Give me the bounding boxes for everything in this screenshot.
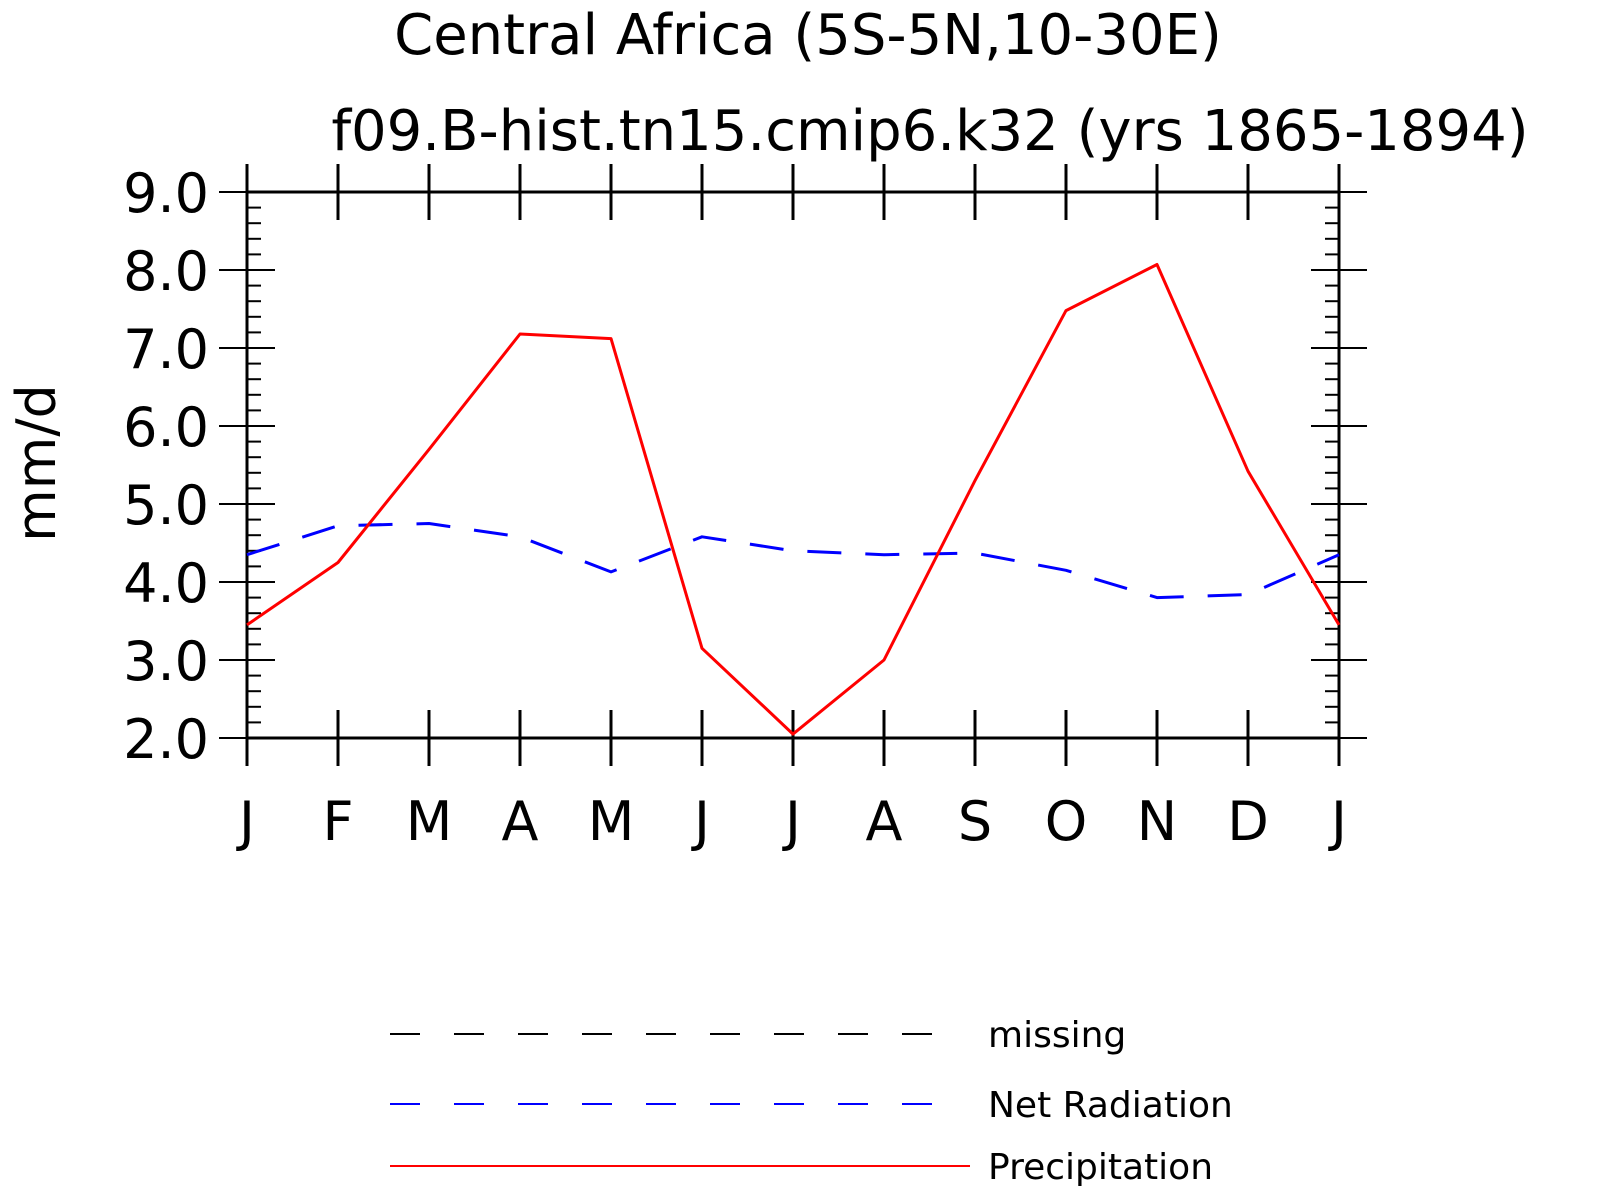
y-axis-label: mm/d [5,384,68,542]
chart-subtitle: f09.B-hist.tn15.cmip6.k32 (yrs 1865-1894… [331,99,1528,164]
x-tick-label: O [1045,790,1088,853]
y-tick-label: 4.0 [123,552,209,615]
legend-label: missing [988,1015,1126,1056]
x-tick-label: M [406,790,453,853]
x-tick-label: S [958,790,992,853]
x-tick-label: J [236,790,255,853]
x-tick-label: J [1328,790,1347,853]
y-tick-label: 2.0 [123,708,209,771]
plot-axes: 2.03.04.05.06.07.08.09.0J F M A M J J A S O N D J [123,162,1367,853]
x-tick-label: N [1137,790,1177,853]
chart-title: Central Africa (5S-5N,10-30E) [394,3,1222,68]
y-tick-label: 6.0 [123,396,209,459]
legend-label: Net Radiation [988,1085,1233,1126]
x-tick-label: D [1227,790,1269,853]
series-layer [246,263,1341,736]
x-tick-label: J [691,790,710,853]
y-tick-label: 9.0 [123,162,209,225]
x-tick-label: M [588,790,635,853]
y-tick-label: 7.0 [123,318,209,381]
series-line-precipitation [246,263,1341,736]
legend-label: Precipitation [988,1147,1213,1186]
legend: missing Net Radiation Precipitation [390,1015,1233,1186]
x-tick-label: A [502,790,539,853]
series-line-net-radiation [246,522,1340,600]
plot-frame [245,190,1341,740]
y-tick-label: 5.0 [123,474,209,537]
y-tick-label: 8.0 [123,240,209,303]
x-tick-label: A [866,790,903,853]
y-tick-label: 3.0 [123,630,209,693]
x-tick-label: J [782,790,801,853]
x-tick-label: F [322,790,353,853]
